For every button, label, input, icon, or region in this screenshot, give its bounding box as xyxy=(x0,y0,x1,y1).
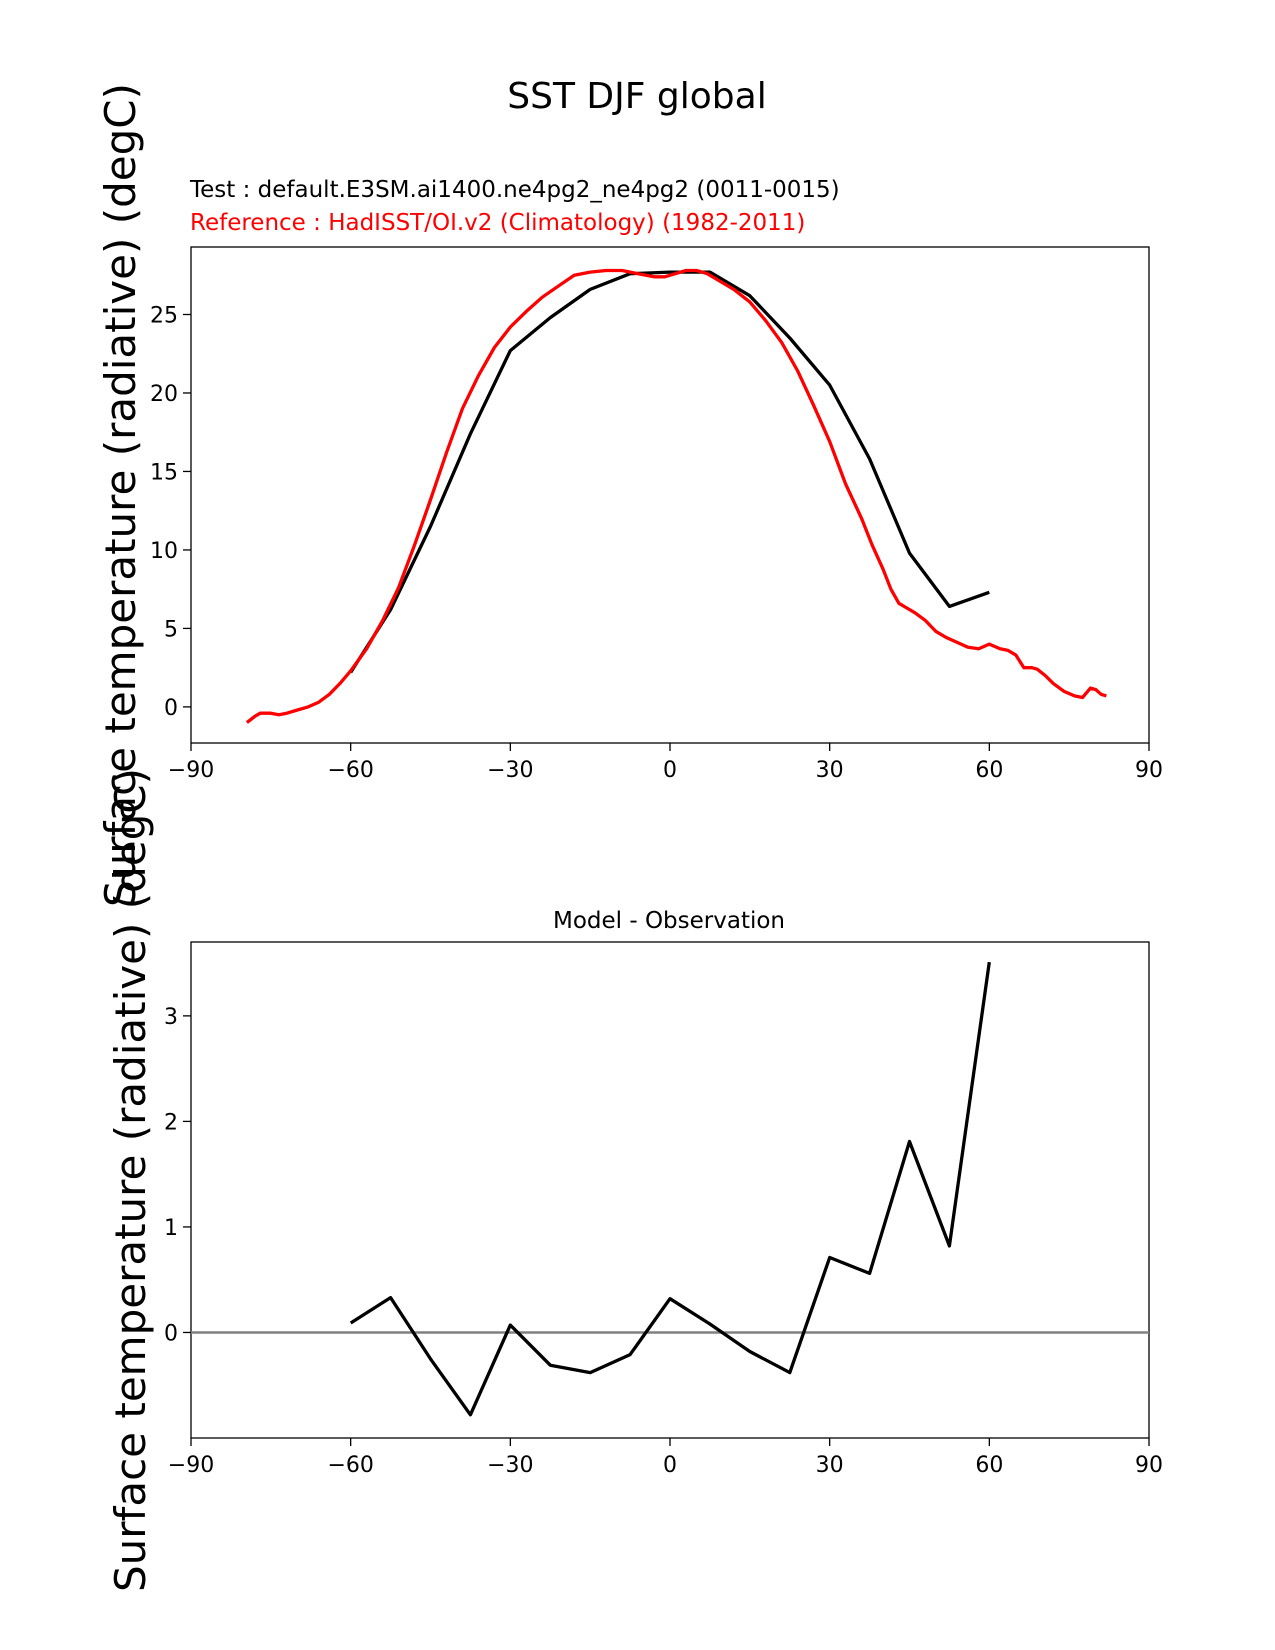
bottom-y-ticks: 0 1 2 3 xyxy=(164,1005,191,1346)
x-tick-label: 0 xyxy=(663,758,677,783)
y-tick-label: 20 xyxy=(150,382,178,407)
x-tick-label: −60 xyxy=(327,758,373,783)
y-tick-label: 10 xyxy=(150,539,178,564)
x-tick-label: 30 xyxy=(816,758,844,783)
y-tick-label: 3 xyxy=(164,1005,178,1030)
y-tick-label: 0 xyxy=(164,1321,178,1346)
x-tick-label: −30 xyxy=(487,1453,533,1478)
bottom-x-ticks: −90 −60 −30 0 30 60 90 xyxy=(168,1438,1163,1478)
bottom-series xyxy=(191,961,1149,1417)
top-y-axis-label: Surface temperature (radiative) (degC) xyxy=(96,83,145,907)
y-tick-label: 25 xyxy=(150,303,178,328)
reference-series-line xyxy=(245,268,1107,724)
top-panel: −90 −60 −30 0 30 60 90 0 5 10 15 20 25 Surface temp… xyxy=(96,83,1163,907)
test-series-line xyxy=(349,270,990,674)
x-tick-label: 90 xyxy=(1135,1453,1163,1478)
bottom-y-axis-label: Surface temperature (radiative) (degC) xyxy=(106,768,155,1592)
difference-series-line xyxy=(349,961,991,1417)
top-x-ticks: −90 −60 −30 0 30 60 90 xyxy=(168,743,1163,783)
y-tick-label: 1 xyxy=(164,1216,178,1241)
test-label: Test : default.E3SM.ai1400.ne4pg2_ne4pg2… xyxy=(189,177,840,203)
x-tick-label: 30 xyxy=(816,1453,844,1478)
x-tick-label: −90 xyxy=(168,758,214,783)
bottom-plot-title: Model - Observation xyxy=(553,908,785,934)
y-tick-label: 0 xyxy=(164,696,178,721)
x-tick-label: 60 xyxy=(975,1453,1003,1478)
x-tick-label: 90 xyxy=(1135,758,1163,783)
top-y-ticks: 0 5 10 15 20 25 xyxy=(150,303,191,721)
x-tick-label: 60 xyxy=(975,758,1003,783)
y-tick-label: 2 xyxy=(164,1110,178,1135)
x-tick-label: −60 xyxy=(327,1453,373,1478)
y-tick-label: 5 xyxy=(164,617,178,642)
x-tick-label: −30 xyxy=(487,758,533,783)
reference-label: Reference : HadISST/OI.v2 (Climatology) … xyxy=(190,210,805,236)
y-tick-label: 15 xyxy=(150,460,178,485)
bottom-panel: Model - Observation −90 −60 −30 0 30 60 90 0 1 2… xyxy=(106,768,1163,1592)
top-series xyxy=(245,268,1107,724)
figure-suptitle: SST DJF global xyxy=(507,76,766,117)
x-tick-label: 0 xyxy=(663,1453,677,1478)
x-tick-label: −90 xyxy=(168,1453,214,1478)
